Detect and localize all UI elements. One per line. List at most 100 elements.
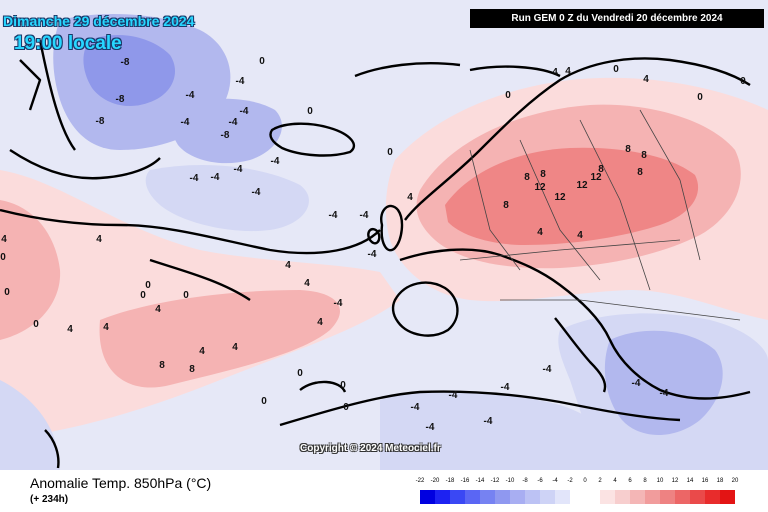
legend-label: -2	[567, 478, 573, 484]
anomaly-value-label: -4	[334, 298, 343, 309]
legend-label: -16	[460, 478, 470, 484]
model-run-text: Run GEM 0 Z du Vendredi 20 décembre 2024	[511, 13, 723, 24]
legend-label: -4	[552, 478, 558, 484]
legend-label: 8	[643, 478, 647, 484]
anomaly-value-label: 0	[387, 147, 393, 158]
border-line	[519, 139, 601, 281]
legend-swatch	[480, 490, 495, 504]
anomaly-value-label: 0	[613, 64, 619, 75]
legend-swatch	[510, 490, 525, 504]
legend-swatch	[645, 490, 660, 504]
anomaly-value-label: 4	[317, 317, 323, 328]
anomaly-value-label: 4	[1, 234, 7, 245]
anomaly-value-label: -4	[368, 249, 377, 260]
anomaly-value-label: 4	[96, 234, 102, 245]
anomaly-value-label: -8	[221, 130, 230, 141]
border-line	[639, 109, 701, 261]
anomaly-value-label: 0	[307, 106, 313, 117]
border-line	[469, 149, 521, 271]
anomaly-value-label: 4	[552, 67, 558, 78]
anomaly-value-label: 4	[155, 304, 161, 315]
anomaly-value-label: 0	[0, 252, 6, 263]
north-africa-cold-area	[380, 390, 620, 470]
forecast-date: Dimanche 29 décembre 2024	[3, 13, 195, 29]
north-atlantic-cold-area	[145, 165, 309, 232]
legend-swatch	[465, 490, 480, 504]
legend-swatch	[600, 490, 615, 504]
anomaly-value-label: 8	[625, 144, 631, 155]
anomaly-value-label: 8	[540, 169, 546, 180]
anomaly-value-label: 12	[576, 180, 588, 191]
anomaly-value-label: 0	[140, 290, 146, 301]
anomaly-value-label: 0	[340, 380, 346, 391]
anomaly-value-label: 4	[232, 342, 238, 353]
anomaly-value-label: 0	[259, 56, 265, 67]
legend-label: 10	[656, 478, 664, 484]
anomaly-value-label: 4	[537, 227, 543, 238]
anomaly-value-label: -4	[360, 210, 369, 221]
legend-label: 18	[716, 478, 724, 484]
legend-swatch	[570, 490, 585, 504]
british-isles-coast	[367, 204, 404, 252]
legend-label: 14	[686, 478, 694, 484]
anomaly-value-label: 4	[67, 324, 73, 335]
europe-continent-coast	[399, 248, 751, 400]
legend-label: -18	[445, 478, 455, 484]
anomaly-value-label: 12	[590, 172, 602, 183]
anomaly-value-label: -4	[411, 402, 420, 413]
legend-color-bar	[420, 490, 735, 504]
legend-swatch	[660, 490, 675, 504]
anomaly-value-label: 8	[189, 364, 195, 375]
labrador-coast	[0, 208, 381, 255]
anomaly-value-label: -4	[252, 187, 261, 198]
anomaly-value-label: 0	[297, 368, 303, 379]
iceland-cold-area	[170, 98, 282, 164]
anomaly-value-label: -4	[234, 164, 243, 175]
anomaly-value-label: 12	[554, 192, 566, 203]
legend-labels: -22 -20 -18 -16 -14 -12 -10 -8 -6 -4 -2 0 2 4 6 8 10 12 14…	[416, 478, 750, 488]
anomaly-value-label: 4	[407, 192, 413, 203]
map-footer: Anomalie Temp. 850hPa (°C) (+ 234h) -22-…	[0, 470, 768, 512]
anomaly-value-label: 4	[285, 260, 291, 271]
anomaly-value-label: 8	[159, 360, 165, 371]
legend-label: 16	[701, 478, 709, 484]
southwest-cold-area	[0, 380, 60, 470]
anomaly-value-label: -8	[121, 57, 130, 68]
country-borders	[459, 109, 741, 321]
anomaly-value-label: -4	[426, 422, 435, 433]
legend-label: -12	[490, 478, 500, 484]
anomaly-value-label: -4	[329, 210, 338, 221]
border-line	[459, 239, 681, 261]
greenland-cold-core	[83, 35, 175, 107]
anomaly-value-label: 0	[145, 280, 151, 291]
newfoundland-coast	[149, 258, 251, 301]
anomaly-value-label: 12	[534, 182, 546, 193]
anomaly-value-label: -4	[186, 90, 195, 101]
anomaly-value-label: 0	[4, 287, 10, 298]
svalbard-coast	[354, 62, 561, 78]
legend-swatch	[420, 490, 435, 504]
norway-coast	[404, 57, 751, 221]
anomaly-value-label: 0	[183, 290, 189, 301]
anomaly-value-labels: -8-8-8-4-4-4-4-8-4-4 -4-4-4 -4-4-400001212…	[0, 56, 746, 433]
legend-label: -6	[537, 478, 543, 484]
temperature-anomaly-map: -8-8-8-4-4-4-4-8-4-4 -4-4-4 -4-4-400001212…	[0, 0, 768, 470]
anomaly-value-label: 4	[565, 66, 571, 77]
anomaly-value-label: 0	[505, 90, 511, 101]
anomaly-value-label: 0	[33, 319, 39, 330]
legend-swatch	[540, 490, 555, 504]
legend-swatch	[705, 490, 720, 504]
anomaly-value-label: 8	[524, 172, 530, 183]
legend-swatch	[675, 490, 690, 504]
legend-label: 12	[671, 478, 679, 484]
legend-swatch	[615, 490, 630, 504]
legend-label: -10	[505, 478, 515, 484]
border-line	[579, 119, 651, 291]
legend-label: 4	[613, 478, 617, 484]
north-africa-coast	[279, 390, 681, 427]
anomaly-value-label: 8	[503, 200, 509, 211]
western-warm-core	[0, 200, 61, 340]
anomaly-value-label: -8	[96, 116, 105, 127]
italy-coast	[554, 317, 607, 393]
anomaly-value-label: -4	[229, 117, 238, 128]
